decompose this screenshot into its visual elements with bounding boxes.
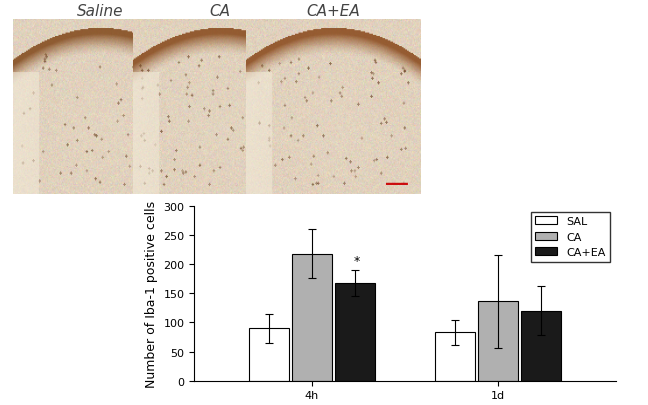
Text: *: *	[354, 254, 360, 267]
Bar	[478, 302, 518, 381]
Bar	[335, 283, 375, 381]
Bar	[249, 328, 288, 381]
Bar	[435, 333, 475, 381]
Bar	[522, 311, 561, 381]
Title: Saline: Saline	[77, 4, 124, 19]
Title: CA: CA	[210, 4, 231, 19]
Title: CA+EA: CA+EA	[307, 4, 360, 19]
Y-axis label: Number of Iba-1 positive cells: Number of Iba-1 positive cells	[145, 200, 158, 387]
Bar	[292, 254, 332, 381]
Legend: SAL, CA, CA+EA: SAL, CA, CA+EA	[531, 212, 610, 262]
